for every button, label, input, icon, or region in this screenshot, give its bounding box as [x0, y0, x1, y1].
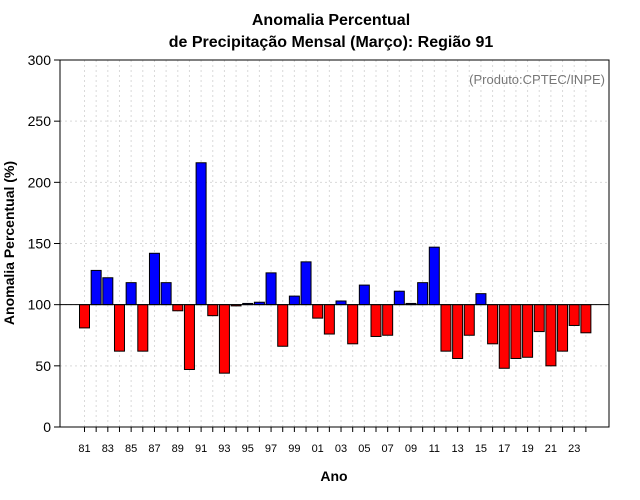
bar-18 — [510, 304, 522, 359]
bar-83 — [102, 277, 114, 306]
bar-06 — [370, 304, 382, 337]
y-tick-label: 150 — [28, 236, 52, 252]
bar-81 — [79, 304, 90, 329]
bar-24 — [580, 304, 592, 334]
x-tick-label: 93 — [218, 443, 230, 455]
x-tick-label: 81 — [78, 443, 90, 455]
bar-88 — [160, 282, 172, 306]
x-tick-label: 89 — [172, 443, 184, 455]
x-tick-label: 07 — [382, 443, 394, 455]
y-tick-label: 100 — [28, 297, 52, 313]
x-tick-label: 03 — [335, 443, 347, 455]
x-tick-label: 01 — [312, 443, 324, 455]
bar-98 — [277, 304, 289, 347]
x-tick-label: 99 — [288, 443, 300, 455]
bar-87 — [148, 252, 160, 306]
x-axis-label: Ano — [320, 468, 347, 484]
x-tick-label: 15 — [475, 443, 487, 455]
x-tick-label: 17 — [498, 443, 510, 455]
bar-12 — [440, 304, 452, 352]
bar-00 — [300, 261, 312, 306]
x-axis: 81 83 85 87 89 91 93 95 97 99 01 03 05 07 09 11 13 15 17 19… — [78, 427, 587, 455]
y-axis-label: Anomalia Percentual (%) — [1, 161, 17, 325]
bar-08 — [393, 290, 405, 306]
bar-10 — [417, 282, 429, 306]
bar-15 — [475, 293, 487, 306]
x-tick-label: 05 — [358, 443, 370, 455]
bar-01 — [312, 304, 324, 319]
bar-82 — [90, 269, 102, 306]
x-tick-label: 21 — [545, 443, 557, 455]
x-tick-label: 97 — [265, 443, 277, 455]
bar-23 — [568, 304, 580, 326]
bar-04 — [347, 304, 359, 345]
grid — [60, 60, 609, 427]
bar-90 — [183, 304, 195, 371]
bars — [79, 162, 592, 374]
bar-13 — [452, 304, 464, 359]
bar-19 — [522, 304, 534, 358]
x-tick-label: 91 — [195, 443, 207, 455]
bar-22 — [557, 304, 569, 352]
bar-16 — [487, 304, 499, 345]
bar-91 — [195, 162, 207, 306]
y-tick-label: 250 — [28, 113, 52, 129]
x-tick-label: 23 — [568, 443, 580, 455]
bar-84 — [113, 304, 125, 352]
bar-21 — [545, 304, 557, 367]
bar-14 — [463, 304, 475, 336]
x-tick-label: 95 — [242, 443, 254, 455]
bar-20 — [533, 304, 545, 333]
x-tick-label: 87 — [148, 443, 160, 455]
bar-05 — [358, 284, 370, 306]
x-tick-label: 13 — [451, 443, 463, 455]
y-tick-label: 200 — [28, 174, 52, 190]
y-tick-label: 0 — [43, 419, 51, 435]
chart-title-line1: Anomalia Percentual — [252, 12, 410, 29]
x-tick-label: 85 — [125, 443, 137, 455]
x-tick-label: 09 — [405, 443, 417, 455]
bar-17 — [498, 304, 510, 369]
bar-92 — [207, 304, 219, 317]
bar-07 — [382, 304, 394, 336]
y-axis: 0 50 100 150 200 250 300 — [28, 52, 60, 435]
y-tick-label: 300 — [28, 52, 52, 68]
x-tick-label: 11 — [429, 443, 440, 455]
bar-03 — [335, 300, 347, 306]
source-annotation: (Produto:CPTEC/INPE) — [469, 72, 605, 87]
bar-93 — [218, 304, 230, 374]
x-tick-label: 19 — [521, 443, 533, 455]
bar-86 — [137, 304, 149, 352]
x-tick-label: 83 — [102, 443, 114, 455]
bar-85 — [125, 282, 137, 306]
bar-97 — [265, 272, 277, 306]
y-tick-label: 50 — [35, 358, 51, 374]
bar-11 — [428, 246, 440, 306]
chart-title-line2: de Precipitação Mensal (Março): Região 9… — [169, 34, 494, 51]
bar-02 — [323, 304, 335, 335]
bar-99 — [288, 295, 300, 306]
bar-89 — [172, 304, 184, 312]
